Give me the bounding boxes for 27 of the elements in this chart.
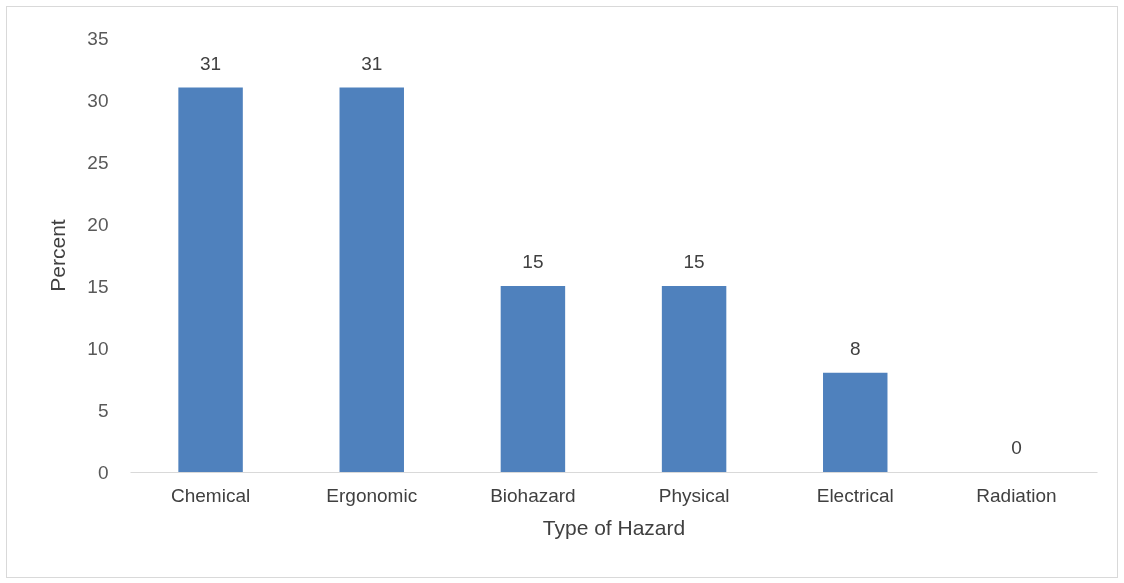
y-tick-label: 25 <box>87 151 109 173</box>
y-tick-label: 0 <box>97 461 109 483</box>
y-tick-label: 15 <box>87 275 109 297</box>
y-tick-label: 35 <box>87 27 109 49</box>
x-tick-label: Electrical <box>816 484 894 506</box>
x-tick-label: Ergonomic <box>326 484 418 506</box>
bar <box>661 286 727 472</box>
data-label: 0 <box>1011 437 1022 458</box>
data-label: 15 <box>522 251 544 272</box>
y-tick-label: 30 <box>87 89 109 111</box>
y-tick-label: 10 <box>87 337 109 359</box>
x-axis-title: Type of Hazard <box>542 515 686 539</box>
x-tick-label: Physical <box>658 484 730 506</box>
bar <box>500 286 566 472</box>
bar <box>178 87 243 472</box>
x-tick-label: Radiation <box>976 484 1057 506</box>
y-axis-title: Percent <box>46 219 70 292</box>
y-tick-label: 20 <box>87 213 109 235</box>
y-tick-label: 5 <box>97 399 109 421</box>
bar <box>823 372 888 472</box>
data-label: 8 <box>849 337 861 359</box>
bar <box>339 87 404 472</box>
data-label: 31 <box>200 52 222 74</box>
data-label: 15 <box>683 251 705 272</box>
x-tick-label: Biohazard <box>490 484 576 506</box>
data-label: 31 <box>361 52 383 74</box>
x-tick-label: Chemical <box>170 484 251 506</box>
